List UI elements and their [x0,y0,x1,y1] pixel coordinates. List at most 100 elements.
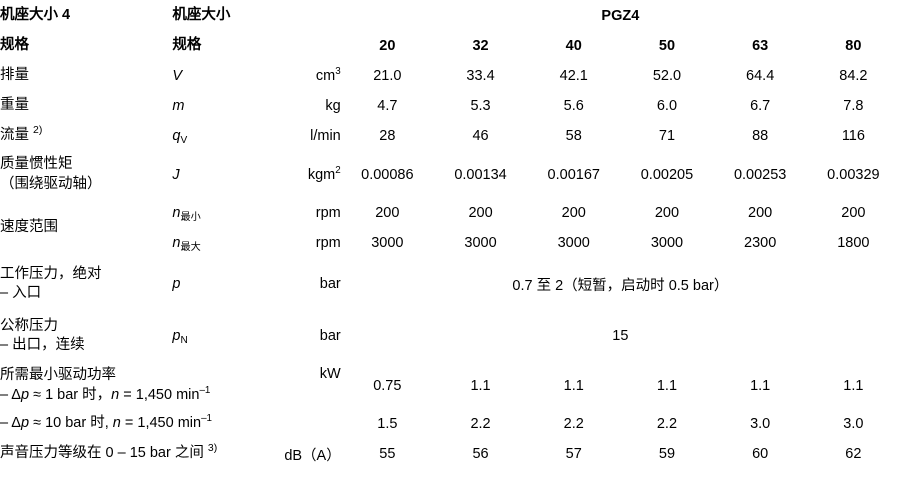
unit-base: cm [315,68,336,84]
unit-exponent: 2 [335,164,341,176]
cell-sound-40: 57 [565,446,582,462]
label-seg-exponent: –1 [199,384,211,396]
cell-weight-20: 4.7 [377,98,398,114]
label-seg-post: = 1,450 min [120,415,202,432]
cell-weight-40: 5.6 [563,98,584,114]
cell-inertia-80: 0.00329 [827,166,880,183]
row-label-nominal-pressure: 公称压力 – 出口，连续 [0,310,172,362]
row-label-line2: – Δp ≈ 1 bar 时，n = 1,450 min–1 [0,384,261,405]
symbol-subscript: 最小 [180,212,201,223]
size-header-20: 20 [379,38,396,54]
cell-flow-20: 28 [379,128,396,144]
cell-power-1bar-32: 1.1 [470,377,491,394]
table-row-speed-max: n最大 rpm 3000 3000 3000 3000 2300 1800 [0,228,900,258]
row-label-drive-power: 所需最小驱动功率 – Δp ≈ 1 bar 时，n = 1,450 min–1 [0,362,261,409]
size-header-32: 32 [472,38,489,54]
cell-power-10bar-40: 2.2 [563,416,584,432]
row-label-line2: – 出口，连续 [0,337,85,353]
cell-displacement-40: 42.1 [559,68,588,84]
table-row-operating-pressure: 工作压力，绝对 – 入口 p bar 0.7 至 2（短暂，启动时 0.5 ba… [0,258,900,310]
label-seg-mid: ≈ 10 bar 时, [29,415,113,432]
cell-flow-63: 88 [752,128,769,144]
symbol-base: n [172,205,181,221]
spec-label-left: 规格 [0,37,29,54]
label-seg-n: n [111,386,120,403]
row-label-moment-of-inertia: 质量惯性矩 （围绕驱动轴） [0,151,172,198]
size-header-63: 63 [752,38,769,54]
cell-speed-min-32: 200 [468,205,493,221]
label-seg-n: n [112,415,121,432]
cell-speed-max-50: 3000 [650,235,684,251]
row-label-speed-range: 速度范围 [0,219,58,236]
cell-flow-50: 71 [658,128,676,144]
label-seg-post: = 1,450 min [119,386,200,403]
cell-operating-pressure-merged: 0.7 至 2（短暂，启动时 0.5 bar） [512,277,729,294]
symbol-base: q [172,128,181,144]
row-unit-operating-pressure: bar [319,276,341,292]
cell-weight-50: 6.0 [656,98,678,114]
row-label-flow: 流量 2) [0,121,172,151]
table-row-sound-pressure: 声音压力等级在 0 – 15 bar 之间 3) dB（A） 55 56 57 … [0,439,900,469]
table-row-drive-power-10bar: – Δp ≈ 10 bar 时, n = 1,450 min–1 1.5 2.2… [0,409,900,439]
table-row-speed-min: 速度范围 n最小 rpm 200 200 200 200 200 200 [0,198,900,235]
size-header-40: 40 [565,38,582,54]
table-row-moment-of-inertia: 质量惯性矩 （围绕驱动轴） J kgm2 0.00086 0.00134 0.0… [0,151,900,198]
cell-speed-max-63: 2300 [744,235,777,251]
size-header-80: 80 [845,38,862,54]
cell-speed-max-40: 3000 [557,235,590,251]
row-label-sound-pressure-text: 声音压力等级在 0 – 15 bar 之间 [0,445,204,462]
cell-speed-min-80: 200 [841,205,866,221]
row-label-line1: 工作压力，绝对 [0,265,102,282]
cell-flow-40: 58 [565,128,582,144]
spec-label-mid: 规格 [172,37,202,54]
footnote-marker-3: 3) [207,443,218,455]
row-unit-moment-of-inertia: kgm2 [261,151,341,198]
cell-speed-min-40: 200 [561,205,586,221]
label-seg-pre: – Δ [0,415,21,432]
table-header-row-sizes: 规格 规格 20 32 40 50 63 80 [0,31,900,61]
cell-inertia-20: 0.00086 [361,166,414,183]
cell-sound-32: 56 [472,446,489,462]
row-symbol-weight: m [172,98,185,114]
cell-nominal-pressure-merged: 15 [612,328,629,344]
row-label-weight: 重量 [0,97,29,114]
cell-power-1bar-80: 1.1 [843,377,864,394]
cell-speed-min-63: 200 [748,205,773,221]
cell-weight-80: 7.8 [843,98,864,114]
symbol-subscript: N [180,335,188,346]
symbol-base: p [172,328,181,344]
cell-sound-63: 60 [752,446,769,462]
cell-flow-80: 116 [841,128,865,144]
cell-power-1bar-50: 1.1 [656,377,678,394]
row-label-operating-pressure: 工作压力，绝对 – 入口 [0,258,172,310]
cell-power-1bar-63: 1.1 [750,377,771,394]
row-symbol-moment-of-inertia: J [172,166,180,183]
cell-displacement-80: 84.2 [839,68,868,84]
table-header-row-family: 机座大小 4 机座大小 PGZ4 [0,0,900,31]
cell-displacement-63: 64.4 [746,68,775,84]
cell-speed-max-20: 3000 [371,235,404,251]
label-seg-mid: ≈ 1 bar 时， [29,386,112,403]
cell-sound-80: 62 [845,446,862,462]
cell-speed-min-50: 200 [654,205,680,221]
row-symbol-nominal-pressure: pN [172,310,260,362]
table-row-weight: 重量 m kg 4.7 5.3 5.6 6.0 6.7 7.8 [0,91,900,121]
row-label-line1: 质量惯性矩 [0,156,73,173]
cell-displacement-20: 21.0 [373,68,402,84]
symbol-base: n [172,235,181,251]
row-unit-speed-min: rpm [315,205,341,221]
row-unit-weight: kg [325,98,341,114]
row-unit-drive-power: kW [319,366,341,382]
cell-weight-63: 6.7 [750,98,771,114]
row-label-line1: 所需最小驱动功率 [0,367,116,384]
frame-size-header: 机座大小 [172,6,231,23]
cell-power-10bar-80: 3.0 [843,416,864,432]
cell-power-10bar-50: 2.2 [656,416,678,432]
row-unit-nominal-pressure: bar [319,328,341,344]
cell-inertia-63: 0.00253 [733,166,787,183]
cell-sound-50: 59 [658,446,676,462]
cell-speed-max-80: 1800 [837,235,870,251]
cell-power-10bar-20: 1.5 [377,416,398,432]
table-row-drive-power-1bar: 所需最小驱动功率 – Δp ≈ 1 bar 时，n = 1,450 min–1 … [0,362,900,409]
cell-inertia-40: 0.00167 [547,166,600,183]
